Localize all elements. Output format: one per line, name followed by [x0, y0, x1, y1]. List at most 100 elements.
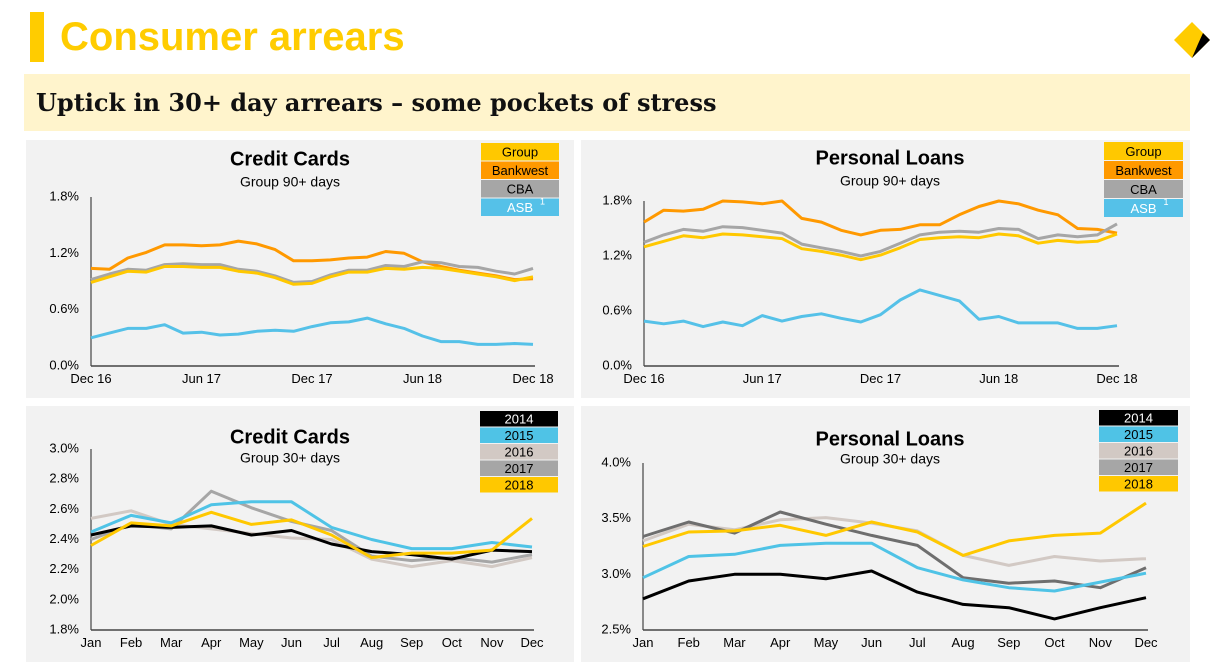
- series-cba: [643, 222, 1118, 258]
- chart-legend: Group Bankwest CBA ASB 1: [1104, 142, 1183, 217]
- legend-item-2014: 2014: [1099, 410, 1178, 426]
- legend-swatch: [1104, 161, 1183, 179]
- x-tick-label: Jun 17: [182, 371, 221, 386]
- legend-item-group: Group: [481, 143, 559, 161]
- y-tick-label: 0.6%: [602, 302, 632, 317]
- legend-label: 2018: [505, 478, 534, 493]
- legend-item-cba: CBA: [1104, 180, 1183, 198]
- x-tick-label: Mar: [723, 635, 746, 650]
- x-tick-label: Sep: [997, 635, 1020, 650]
- y-tick-label: 2.5%: [601, 621, 631, 636]
- series-line-2014: [642, 569, 1147, 621]
- legend-item-bankwest: Bankwest: [481, 161, 559, 179]
- legend-label: Group: [1125, 144, 1161, 159]
- chart-title: Credit Cards: [230, 426, 350, 448]
- legend-label: 2016: [505, 445, 534, 460]
- chart-subtitle: Group 30+ days: [240, 450, 340, 466]
- x-tick-label: Jun: [861, 635, 882, 650]
- chart-panel-credit-cards-90: Credit Cards Group 90+ days 0.0% 0.6% 1.2% 1.…: [26, 140, 574, 398]
- series-2015: [90, 500, 533, 551]
- series-asb: [90, 316, 534, 346]
- x-tick-label: Nov: [480, 635, 504, 650]
- legend-item-2018: 2018: [480, 477, 558, 493]
- x-tick-label: Jun: [281, 635, 302, 650]
- headline-text: Uptick in 30+ day arrears – some pockets…: [36, 88, 717, 117]
- x-tick-label: Jan: [633, 635, 654, 650]
- legend-label: 2014: [505, 412, 534, 427]
- x-tick-label: Dec: [1134, 635, 1158, 650]
- series-group: [90, 265, 534, 286]
- x-tick-label: Feb: [678, 635, 700, 650]
- legend-swatch: [480, 411, 558, 427]
- chart-title: Personal Loans: [816, 147, 965, 169]
- legend-label: Group: [502, 145, 538, 160]
- legend-swatch: [481, 198, 559, 216]
- legend-item-2017: 2017: [1099, 459, 1178, 475]
- x-tick-label: Mar: [160, 635, 183, 650]
- series-asb: [643, 288, 1118, 330]
- x-tick-label: Oct: [1044, 635, 1065, 650]
- y-tick-label: 1.2%: [602, 247, 632, 262]
- y-tick-label: 2.0%: [49, 591, 79, 606]
- x-tick-label: Jul: [323, 635, 340, 650]
- legend-item-2018: 2018: [1099, 476, 1178, 492]
- y-tick-label: 2.6%: [49, 501, 79, 516]
- x-tick-label: Dec 18: [1096, 371, 1137, 386]
- legend-item-asb: ASB 1: [1104, 197, 1183, 217]
- y-tick-label: 1.8%: [49, 621, 79, 636]
- series-2015: [642, 541, 1147, 593]
- legend-swatch: [1104, 180, 1183, 198]
- legend-swatch: [1099, 476, 1178, 492]
- x-tick-label: Dec 16: [70, 371, 111, 386]
- legend-item-cba: CBA: [481, 180, 559, 198]
- x-tick-label: Dec: [520, 635, 544, 650]
- legend-label: ASB: [507, 200, 533, 215]
- legend-label: 2018: [1124, 477, 1153, 492]
- y-tick-label: 1.8%: [49, 188, 79, 203]
- chart-panel-credit-cards-30: Credit Cards Group 30+ days 1.8% 2.0% 2.2% 2.…: [26, 406, 574, 662]
- x-tick-label: Nov: [1089, 635, 1113, 650]
- x-tick-label: May: [239, 635, 264, 650]
- y-tick-label: 3.5%: [601, 510, 631, 525]
- legend-label: ASB: [1130, 201, 1156, 216]
- page-title: Consumer arrears: [60, 15, 405, 59]
- legend-swatch: [1099, 410, 1178, 426]
- x-tick-label: Sep: [400, 635, 423, 650]
- legend-item-asb: ASB 1: [481, 197, 559, 216]
- x-tick-label: May: [814, 635, 839, 650]
- legend-item-2016: 2016: [1099, 443, 1178, 459]
- y-tick-label: 1.2%: [49, 245, 79, 260]
- x-tick-label: Oct: [442, 635, 463, 650]
- legend-swatch: [1099, 443, 1178, 459]
- legend-footnote-marker: 1: [1164, 197, 1169, 207]
- x-tick-label: Apr: [201, 635, 222, 650]
- legend-item-bankwest: Bankwest: [1104, 161, 1183, 179]
- legend-swatch: [481, 143, 559, 161]
- chart-title: Credit Cards: [230, 148, 350, 170]
- chart-subtitle: Group 90+ days: [240, 174, 340, 190]
- legend-label: 2015: [1124, 427, 1153, 442]
- series-2018: [90, 510, 533, 560]
- x-tick-label: Dec 16: [623, 371, 664, 386]
- x-tick-label: Apr: [770, 635, 791, 650]
- legend-item-2014: 2014: [480, 411, 558, 427]
- x-tick-label: Jan: [81, 635, 102, 650]
- legend-swatch: [1099, 426, 1178, 442]
- x-tick-label: Dec 17: [291, 371, 332, 386]
- series-2014: [642, 569, 1147, 621]
- chart-panel-personal-loans-30: Personal Loans Group 30+ days 2.5% 3.0% 3.5%…: [581, 406, 1190, 662]
- series-line-asb: [90, 316, 534, 346]
- x-tick-label: Jul: [909, 635, 926, 650]
- chart-legend: Group Bankwest CBA ASB 1: [481, 143, 559, 216]
- x-tick-label: Aug: [360, 635, 383, 650]
- series-line-asb: [643, 288, 1118, 330]
- legend-label: 2016: [1124, 444, 1153, 459]
- chart-svg-cc90: Credit Cards Group 90+ days 0.0% 0.6% 1.2% 1.…: [49, 143, 559, 386]
- y-tick-label: 3.0%: [49, 440, 79, 455]
- chart-subtitle: Group 90+ days: [840, 173, 940, 189]
- y-tick-label: 1.8%: [602, 192, 632, 207]
- headline-banner: Uptick in 30+ day arrears – some pockets…: [24, 74, 1190, 131]
- x-tick-label: Feb: [120, 635, 142, 650]
- series-2014: [90, 524, 533, 561]
- legend-label: 2015: [505, 428, 534, 443]
